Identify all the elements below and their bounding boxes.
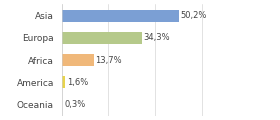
Text: 1,6%: 1,6% bbox=[67, 78, 88, 87]
Bar bbox=[62, 76, 65, 88]
Text: 0,3%: 0,3% bbox=[64, 100, 85, 109]
Bar bbox=[62, 10, 179, 22]
Bar bbox=[62, 54, 94, 66]
Text: 13,7%: 13,7% bbox=[95, 55, 122, 65]
Bar bbox=[62, 32, 142, 44]
Text: 34,3%: 34,3% bbox=[143, 33, 170, 42]
Text: 50,2%: 50,2% bbox=[181, 11, 207, 20]
